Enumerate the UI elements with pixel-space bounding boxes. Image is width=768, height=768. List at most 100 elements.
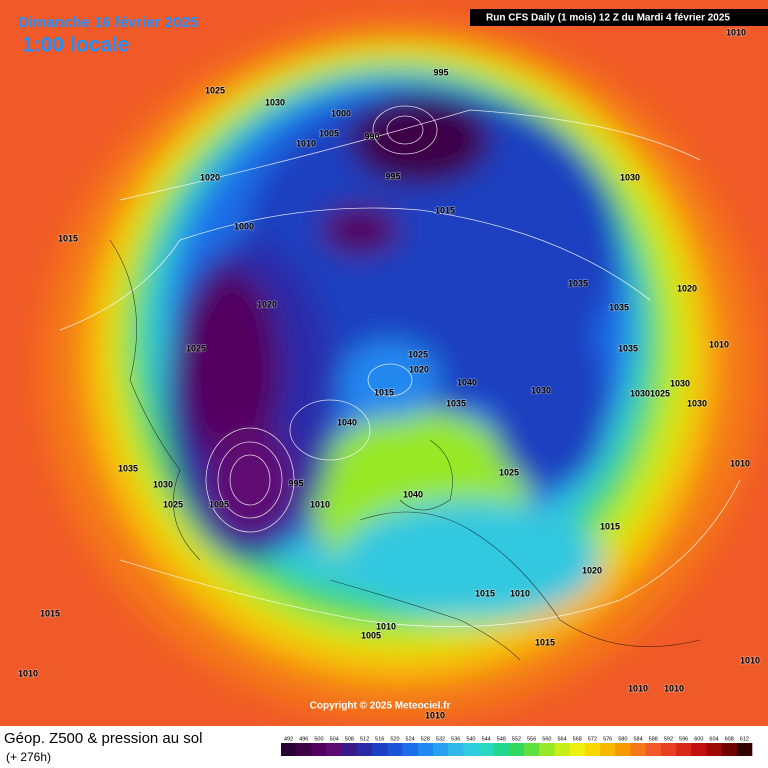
legend-swatch — [645, 743, 662, 756]
isobar-label: 1015 — [600, 521, 620, 531]
copyright: Copyright © 2025 Meteociel.fr — [310, 701, 451, 712]
legend-swatch — [448, 743, 464, 756]
legend-swatch — [676, 743, 692, 756]
legend-label: 508 — [345, 736, 354, 742]
forecast-time: 1:00 locale — [22, 34, 129, 57]
isobar-label: 1025 — [499, 467, 519, 477]
run-info: Run CFS Daily (1 mois) 12 Z du Mardi 4 f… — [486, 13, 730, 24]
legend-swatch — [706, 743, 722, 756]
legend-swatch — [432, 743, 449, 756]
isobar-label: 995 — [433, 67, 448, 77]
legend-swatch — [356, 743, 373, 756]
legend-label: 520 — [390, 736, 399, 742]
isobar-label: 990 — [364, 131, 379, 141]
isobar-label: 1020 — [582, 565, 602, 575]
footer: Géop. Z500 & pression au sol (+ 276h) 49… — [4, 730, 753, 764]
isobar-label: 1020 — [200, 172, 220, 182]
isobar-label: 1020 — [409, 364, 429, 374]
isobar-label: 1010 — [730, 458, 750, 468]
isobar-label: 1040 — [403, 489, 423, 499]
legend-swatch — [372, 743, 388, 756]
legend-label: 608 — [725, 736, 734, 742]
legend-swatch — [569, 743, 586, 756]
isobar-label: 1010 — [709, 339, 729, 349]
isobar-label: 1035 — [118, 463, 138, 473]
isobar-label: 1030 — [153, 479, 173, 489]
legend-label: 592 — [664, 736, 673, 742]
legend-swatch — [554, 743, 570, 756]
isobar-label: 1025 — [205, 85, 225, 95]
isobar-label: 1010 — [18, 668, 38, 678]
isobar-label: 1040 — [457, 377, 477, 387]
legend-swatch — [281, 743, 297, 756]
legend-label: 512 — [360, 736, 369, 742]
color-legend: 492 496 500 504 508 512 516 520 524 528 532 536 540 5… — [281, 736, 753, 756]
isobar-label: 1005 — [319, 128, 339, 138]
isobar-label: 1025 — [408, 349, 428, 359]
legend-label: 528 — [421, 736, 430, 742]
legend-label: 544 — [482, 736, 491, 742]
isobar-label: 1010 — [510, 588, 530, 598]
run-banner — [470, 9, 768, 26]
isobar-label: 1010 — [296, 138, 316, 148]
isobar-label: 1025 — [163, 499, 183, 509]
legend-label: 596 — [679, 736, 688, 742]
isobar-label: 1010 — [726, 27, 746, 37]
forecast-date: Dimanche 16 février 2025 — [18, 14, 198, 31]
legend-label: 612 — [740, 736, 749, 742]
legend-label: 496 — [299, 736, 308, 742]
legend-swatch — [478, 743, 495, 756]
isobar-label: 1030 — [265, 97, 285, 107]
legend-label: 560 — [542, 736, 551, 742]
legend-swatch — [524, 743, 540, 756]
legend-swatch — [660, 743, 677, 756]
isobar-label: 1030 — [620, 172, 640, 182]
isobar-label: 1015 — [535, 637, 555, 647]
isobar-label: 1035 — [609, 302, 629, 312]
isobar-label: 1015 — [475, 588, 495, 598]
legend-swatch — [584, 743, 601, 756]
legend-label: 492 — [284, 736, 293, 742]
isobar-label: 1035 — [446, 398, 466, 408]
legend-swatch — [296, 743, 312, 756]
isobar-label: 1000 — [234, 221, 254, 231]
isobar-label: 1030 — [531, 385, 551, 395]
isobar-label: 1010 — [310, 499, 330, 509]
isobar-label: 1015 — [374, 387, 394, 397]
isobar-label: 1025 — [650, 388, 670, 398]
isobar-label: 1020 — [257, 299, 277, 309]
isobar-label: 1010 — [664, 683, 684, 693]
legend-swatch — [341, 743, 358, 756]
legend-label: 576 — [603, 736, 612, 742]
geopotential-field — [40, 20, 760, 720]
footer-title: Géop. Z500 & pression au sol — [4, 730, 202, 747]
isobar-label: 1000 — [331, 108, 351, 118]
legend-label: 580 — [618, 736, 627, 742]
legend-swatch — [721, 743, 738, 756]
legend-swatch — [630, 743, 646, 756]
legend-label: 588 — [649, 736, 658, 742]
legend-swatch — [417, 743, 434, 756]
isobar-label: 1015 — [58, 233, 78, 243]
legend-label: 584 — [633, 736, 642, 742]
legend-label: 556 — [527, 736, 536, 742]
isobar-label: 1015 — [40, 608, 60, 618]
legend-swatch — [463, 743, 479, 756]
isobar-label: 1010 — [425, 710, 445, 720]
isobar-label: 1040 — [337, 417, 357, 427]
legend-label: 532 — [436, 736, 445, 742]
isobar-label: 1020 — [677, 283, 697, 293]
isobar-label: 1010 — [628, 683, 648, 693]
legend-swatch — [736, 743, 753, 756]
legend-swatch — [387, 743, 403, 756]
legend-label: 572 — [588, 736, 597, 742]
isobar-label: 1030 — [670, 378, 690, 388]
legend-label: 500 — [314, 736, 323, 742]
coastline-lines — [109, 239, 701, 661]
legend-swatch — [508, 743, 525, 756]
legend-label: 564 — [557, 736, 566, 742]
isobar-label: 1025 — [186, 343, 206, 353]
